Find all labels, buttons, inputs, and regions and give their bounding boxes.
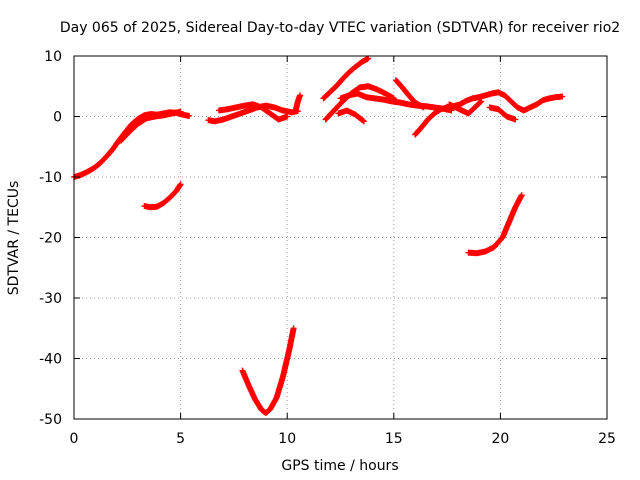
data-point: [296, 92, 303, 99]
y-tick-label: 10: [44, 49, 62, 65]
data-point: [186, 112, 193, 119]
y-axis-label: SDTVAR / TECUs: [6, 181, 22, 296]
data-point: [360, 118, 367, 125]
data-point: [478, 98, 485, 105]
data-point: [360, 117, 367, 124]
data-point: [518, 192, 525, 199]
data-points: [71, 55, 566, 416]
data-point: [512, 116, 519, 123]
y-tick-label: -20: [39, 231, 62, 247]
data-point: [284, 113, 291, 120]
x-tick-label: 0: [70, 431, 79, 447]
x-tick-label: 15: [385, 431, 403, 447]
axis-ticks: 0 5 10 15 20 25 -50 -40 -30 -20 -10 0 10: [39, 49, 616, 447]
y-tick-label: 0: [53, 110, 62, 126]
x-axis-label: GPS time / hours: [281, 458, 398, 474]
data-point: [290, 325, 297, 332]
y-tick-label: -40: [39, 352, 62, 368]
y-tick-label: -10: [39, 170, 62, 186]
y-tick-label: -30: [39, 291, 62, 307]
chart-title: Day 065 of 2025, Sidereal Day-to-day VTE…: [60, 20, 620, 36]
data-point: [420, 104, 427, 111]
x-tick-label: 10: [278, 431, 296, 447]
data-point: [559, 93, 566, 100]
data-point: [477, 99, 484, 106]
x-tick-label: 20: [491, 431, 509, 447]
y-tick-label: -50: [39, 412, 62, 428]
x-tick-label: 5: [176, 431, 185, 447]
data-point: [177, 108, 184, 115]
data-point: [177, 181, 184, 188]
x-tick-label: 25: [598, 431, 616, 447]
